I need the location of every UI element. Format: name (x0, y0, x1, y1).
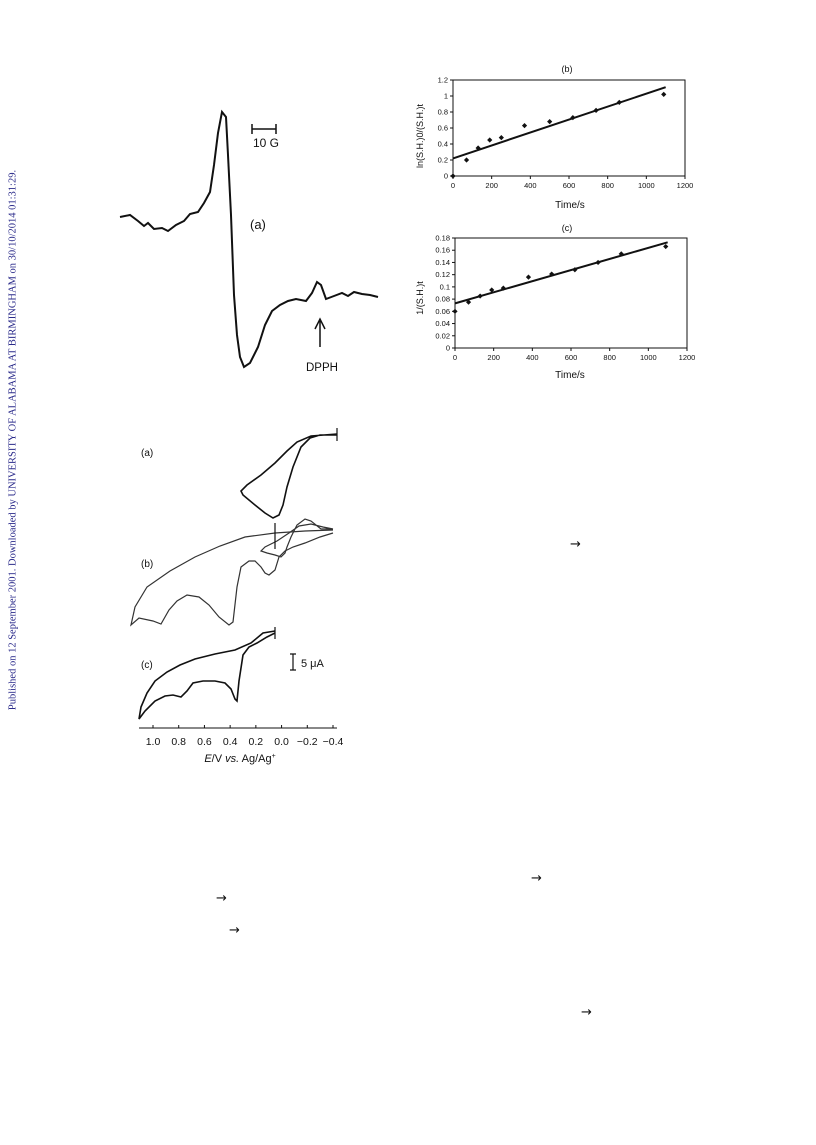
chart-b-x-tick-label: 200 (485, 181, 498, 190)
publication-watermark: Published on 12 September 2001. Download… (6, 160, 20, 720)
chart-b-data-point (463, 157, 470, 163)
cv-x-tick-label: 0.6 (197, 736, 212, 748)
chart-b-x-tick-label: 0 (451, 181, 455, 190)
chart-b-y-tick-label: 0.6 (438, 124, 448, 133)
cv-x-tick-label: 0.2 (249, 736, 264, 748)
scale-bar-5uA (290, 653, 296, 671)
chart-c-y-tick-label: 0.12 (435, 270, 450, 279)
chart-b-y-tick-label: 1 (444, 92, 448, 101)
cv-panel-label-b: (b) (141, 559, 153, 570)
chart-b-x-tick-label: 1200 (677, 181, 694, 190)
cv-x-tick-label: 0.8 (171, 736, 186, 748)
chart-b-ylabel: ln(S.H.)0/(S.H.)t (415, 104, 425, 169)
cv-x-tick-label: 1.0 (146, 736, 161, 748)
chart-b-x-tick-label: 600 (563, 181, 576, 190)
chart-b-x-tick-label: 800 (601, 181, 614, 190)
chart-c-y-tick-label: 0.04 (435, 319, 450, 328)
kinetics-chart-b: (b) Time/s ln(S.H.)0/(S.H.)t 0 200 400 600 8… (415, 64, 694, 211)
chart-b-x-tick-label: 1000 (638, 181, 655, 190)
dpph-label: DPPH (306, 362, 338, 374)
chart-c-y-tick-label: 0.14 (435, 258, 450, 267)
chart-c-y-tick-label: 0 (446, 344, 450, 353)
cv-x-tick-label: −0.2 (297, 736, 318, 748)
cv-x-axis-label-vs: vs. (225, 753, 239, 765)
chart-c-xlabel: Time/s (555, 370, 585, 381)
chart-c-data-point (452, 308, 458, 314)
chart-b-y-tick-label: 0 (444, 172, 448, 181)
chart-b-panel-label: (b) (562, 64, 573, 74)
esr-spectrum-figure: 10 G (a) DPPH (119, 109, 379, 374)
chart-c-x-tick-label: 200 (487, 353, 500, 362)
chart-c-fit-line (454, 241, 668, 305)
chart-c-x-tick-label: 800 (603, 353, 616, 362)
cv-x-tick-label: 0.4 (223, 736, 238, 748)
reaction-arrow-4: → (229, 923, 240, 938)
chart-b-data-point (593, 107, 599, 113)
chart-b-plot-frame (452, 79, 686, 177)
chart-b-data-point (616, 99, 622, 105)
reaction-arrow-5: → (581, 1005, 592, 1020)
scale-bar-10G (251, 124, 277, 134)
chart-b-xlabel: Time/s (555, 200, 585, 211)
chart-b-data-point (475, 145, 481, 151)
chart-c-x-tick-label: 1200 (679, 353, 696, 362)
chart-b-data-point (661, 91, 667, 97)
esr-panel-label: (a) (250, 217, 266, 232)
publication-watermark-text: Published on 12 September 2001. Download… (7, 169, 19, 711)
chart-c-data-point (525, 274, 532, 280)
chart-b-y-tick-label: 0.8 (438, 108, 448, 117)
chart-c-data-point (618, 251, 624, 257)
cv-x-axis-label-ref: Ag/Ag (239, 753, 271, 765)
chart-b-fit-line (452, 86, 666, 160)
chart-b-y-tick-label: 0.4 (438, 140, 448, 149)
chart-c-x-tick-label: 1000 (640, 353, 657, 362)
chart-b-data-point (487, 137, 493, 143)
cv-x-tick-label: −0.4 (323, 736, 344, 748)
chart-b-data-point (450, 173, 456, 179)
cv-panel-label-a: (a) (141, 448, 153, 459)
chart-c-data-point (572, 267, 578, 273)
chart-c-data-point (595, 259, 601, 266)
chart-b-data-point (521, 123, 528, 129)
chart-c-y-tick-label: 0.06 (435, 307, 450, 316)
esr-spectrum-trace (119, 109, 379, 369)
chart-c-y-tick-label: 0.18 (435, 234, 450, 243)
cv-x-axis-label-sup: + (272, 753, 276, 760)
chart-c-data-point (477, 293, 483, 299)
chart-b-data-point (498, 135, 504, 141)
cv-trace-b-inner (259, 518, 334, 558)
chart-b-y-tick-label: 1.2 (438, 76, 448, 85)
chart-c-ylabel: 1/(S.H.)t (415, 281, 425, 315)
cv-trace-a (240, 433, 338, 519)
chart-c-data-point (489, 287, 495, 293)
chart-c-y-tick-label: 0.16 (435, 246, 450, 255)
cv-panel-label-c: (c) (141, 660, 153, 671)
reaction-arrow-2: → (531, 871, 542, 886)
chart-b-data-point (547, 119, 553, 125)
chart-b-x-tick-label: 400 (524, 181, 537, 190)
cv-trace-c (138, 630, 276, 720)
chart-c-data-point (663, 243, 669, 250)
cv-trace-b-outer (130, 529, 334, 627)
chart-c-panel-label: (c) (562, 223, 573, 233)
cv-x-axis-label: E/V vs. Ag/Ag+ (204, 753, 275, 765)
cv-x-axis-label-var: E (204, 753, 212, 765)
chart-c-x-tick-label: 600 (565, 353, 578, 362)
reaction-arrow-3: → (216, 891, 227, 906)
chart-b-y-tick-label: 0.2 (438, 156, 448, 165)
cv-x-axis-label-unit: /V (212, 753, 225, 765)
chart-c-y-tick-label: 0.08 (435, 295, 450, 304)
cyclic-voltammogram-figure: (a) (b) (c) 5 μA 1.0 0.8 0.6 0.4 0.2 0.0 −0.2−… (130, 428, 344, 765)
cv-x-tick-label: 0.0 (274, 736, 289, 748)
chart-c-x-tick-label: 400 (526, 353, 539, 362)
reaction-arrow-1: → (570, 537, 581, 552)
chart-c-x-tick-label: 0 (453, 353, 457, 362)
dpph-arrow-icon (314, 317, 326, 347)
chart-c-y-tick-label: 0.1 (440, 282, 450, 291)
kinetics-chart-c: (c) Time/s 1/(S.H.)t 0 200 400 600 800 1000 12… (415, 223, 696, 381)
chart-c-y-tick-label: 0.02 (435, 331, 450, 340)
scale-label-5uA: 5 μA (301, 658, 325, 670)
scale-label-10G: 10 G (253, 136, 279, 150)
